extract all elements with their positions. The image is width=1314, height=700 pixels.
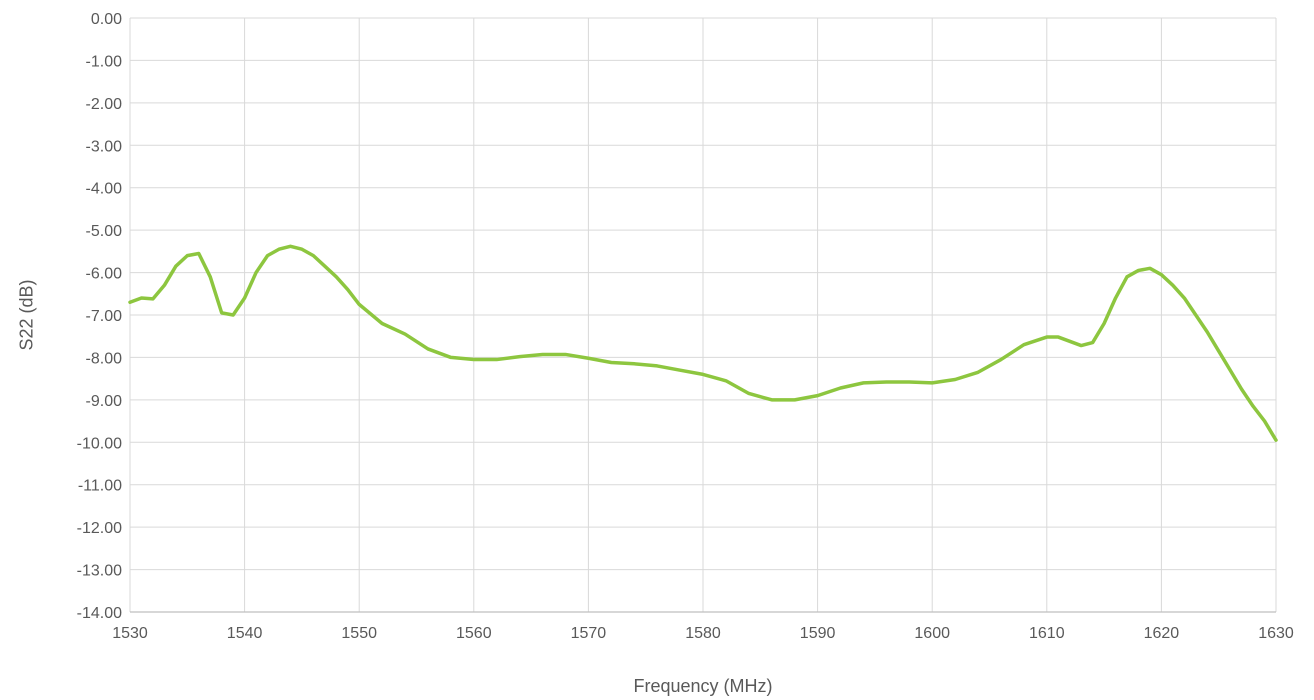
y-tick-label: -5.00 [86, 223, 123, 240]
x-tick-label: 1600 [914, 625, 950, 642]
x-tick-label: 1570 [571, 625, 607, 642]
x-tick-label: 1610 [1029, 625, 1065, 642]
x-tick-label: 1530 [112, 625, 148, 642]
y-tick-label: -3.00 [86, 138, 123, 155]
grid-lines [129, 17, 1277, 613]
x-tick-label: 1550 [341, 625, 377, 642]
y-tick-label: -2.00 [86, 96, 123, 113]
y-tick-label: -6.00 [86, 266, 123, 283]
y-tick-label: -11.00 [78, 478, 122, 495]
y-tick-label: -12.00 [77, 520, 122, 537]
y-tick-label: -13.00 [77, 563, 122, 580]
y-tick-label: -8.00 [86, 350, 123, 367]
y-tick-label: -4.00 [86, 181, 123, 198]
x-tick-label: 1560 [456, 625, 492, 642]
y-tick-labels: 0.00 -1.00 -2.00 -3.00 -4.00 -5.00 -6.00 -7.00 -… [77, 11, 122, 622]
y-tick-label: -10.00 [77, 435, 122, 452]
y-tick-label: 0.00 [91, 11, 122, 28]
x-tick-label: 1580 [685, 625, 721, 642]
y-axis-title: S22 (dB) [16, 279, 36, 350]
y-tick-label: -14.00 [77, 605, 122, 622]
x-tick-label: 1590 [800, 625, 836, 642]
y-tick-label: -9.00 [86, 393, 123, 410]
y-tick-label: -7.00 [86, 308, 123, 325]
series-group [128, 244, 1278, 442]
x-tick-label: 1540 [227, 625, 263, 642]
y-tick-label: -1.00 [86, 53, 123, 70]
x-tick-labels: 1530 1540 1550 1560 1570 1580 1590 1600 1610 1620… [112, 625, 1294, 642]
x-tick-label: 1630 [1258, 625, 1294, 642]
series-line [128, 244, 1278, 442]
x-tick-label: 1620 [1144, 625, 1180, 642]
x-axis-title: Frequency (MHz) [633, 676, 772, 696]
